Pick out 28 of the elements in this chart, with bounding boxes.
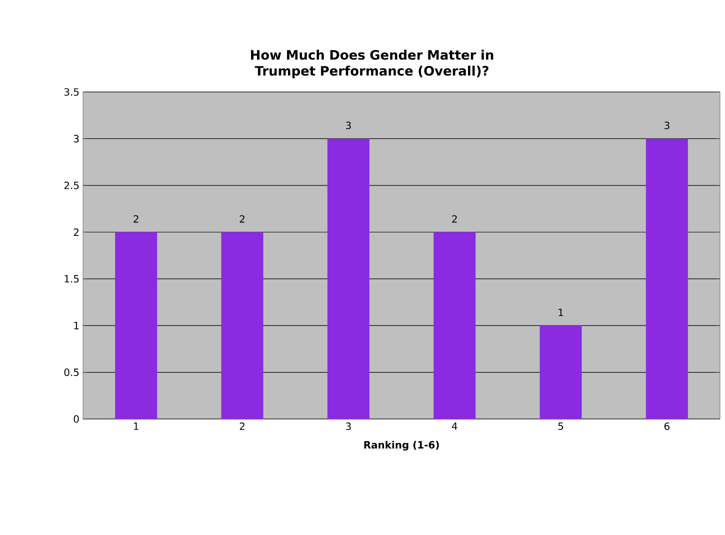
x-tick-label: 1	[134, 422, 138, 430]
data-label: 3	[664, 122, 670, 130]
y-tick-label: 2.5	[64, 182, 79, 190]
y-tick-label: 3	[74, 134, 79, 142]
data-label: 2	[134, 215, 138, 223]
bar	[221, 232, 264, 419]
data-label: 3	[346, 122, 351, 130]
x-tick-label: 2	[240, 422, 244, 430]
bar	[115, 232, 158, 419]
x-tick-label: 6	[664, 422, 670, 430]
x-tick-label: 5	[558, 422, 564, 430]
bar	[434, 232, 476, 419]
y-tick-label: 1.5	[64, 275, 79, 283]
x-tick-label: 4	[452, 422, 458, 430]
data-label: 1	[558, 308, 564, 316]
data-label: 2	[452, 215, 457, 223]
x-axis-title: Ranking (1-6)	[364, 440, 439, 451]
y-tick-label: 3.5	[64, 88, 79, 96]
bar	[646, 138, 688, 419]
bar	[540, 326, 582, 419]
y-tick-label: 2	[74, 228, 78, 236]
y-tick-label: 1	[74, 322, 79, 330]
x-tick-label: 3	[346, 422, 351, 430]
bar	[327, 138, 370, 419]
data-label: 2	[240, 215, 244, 223]
y-tick-label: 0.5	[64, 368, 79, 376]
y-tick-label: 0	[74, 415, 79, 423]
chart-title: How Much Does Gender Matter in Trumpet Performance (Overall)?	[251, 50, 494, 78]
